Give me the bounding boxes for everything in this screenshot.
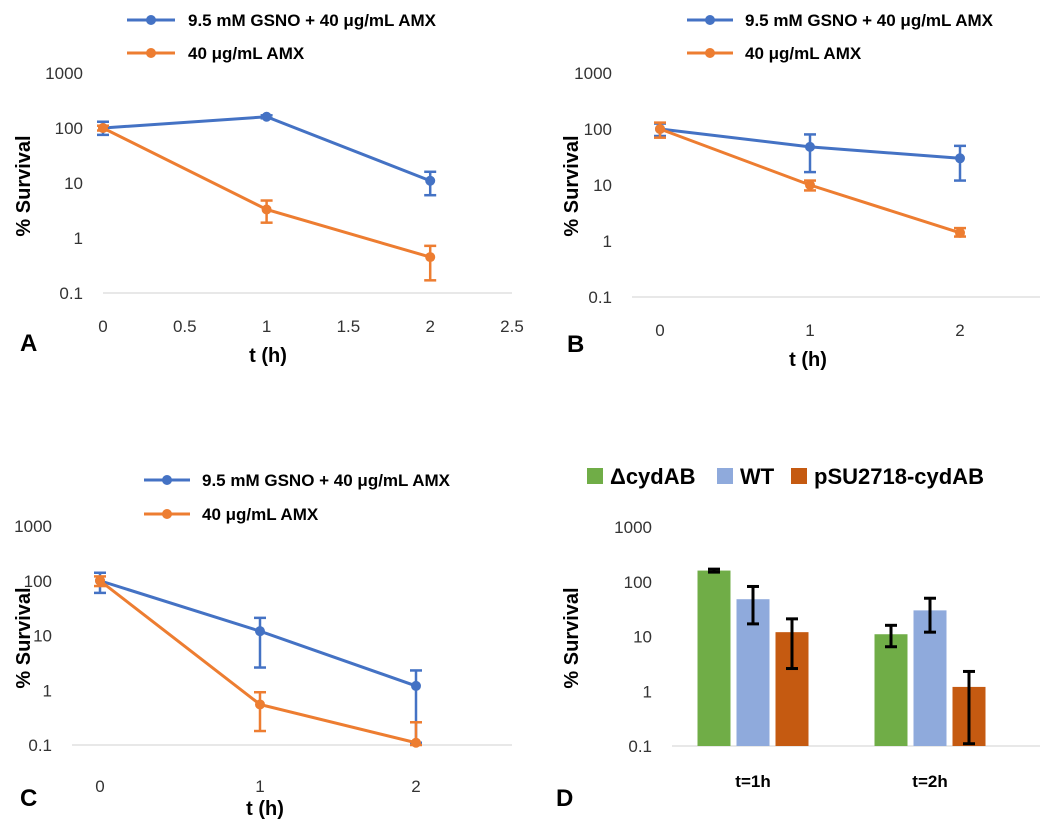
panel-label: B — [567, 331, 584, 358]
x-axis-title: t (h) — [789, 349, 827, 371]
legend-label: 40 μg/mL AMX — [188, 44, 305, 63]
x-tick-label: 2 — [955, 321, 964, 340]
chart-panel-d: 0.1 1 10 100 1000 % Survival Dt=1h t=2h ΔcydAB WT… — [556, 464, 1040, 812]
x-axis-title: t (h) — [246, 798, 284, 820]
series-0: 9.5 mM GSNO + 40 μg/mL AMX — [97, 11, 437, 197]
bar — [874, 634, 908, 746]
data-point — [425, 252, 436, 263]
x-tick-label: 2 — [411, 777, 420, 796]
series-1: WT — [717, 464, 947, 746]
data-point — [955, 153, 965, 164]
category-label: t=2h — [912, 772, 947, 791]
category-label: t=1h — [735, 772, 770, 791]
legend-label: 9.5 mM GSNO + 40 μg/mL AMX — [188, 11, 437, 30]
y-tick-label: 100 — [584, 120, 612, 139]
data-point — [805, 180, 815, 190]
chart-panel-c: 0.1 1 10 100 1000 % Survival C 0 1 2 t (h) 9.5 mM G… — [13, 471, 512, 820]
data-point — [95, 575, 105, 586]
x-tick-label: 0 — [655, 321, 664, 340]
legend-swatch — [587, 468, 603, 484]
y-axis-title: % Survival — [13, 587, 35, 688]
x-tick-label: 1 — [805, 321, 814, 340]
chart-panel-b: 0.1 1 10 100 1000 % Survival B 0 1 2 t (h) 9.5 mM G… — [561, 11, 1040, 371]
legend-label: 40 μg/mL AMX — [745, 44, 862, 63]
series-1: 40 μg/mL AMX — [97, 44, 437, 282]
data-point — [255, 699, 265, 710]
y-tick-label: 100 — [624, 573, 652, 592]
legend-swatch — [717, 468, 733, 484]
legend-marker — [162, 509, 172, 519]
series-line — [102, 115, 431, 183]
data-point — [411, 680, 421, 691]
legend-label: pSU2718-cydAB — [814, 464, 984, 489]
y-axis-title: % Survival — [561, 587, 583, 688]
x-tick-label: 2.5 — [500, 317, 524, 336]
y-axis-title: % Survival — [13, 135, 35, 236]
data-point — [98, 123, 108, 133]
data-point — [261, 204, 272, 215]
legend-marker — [705, 48, 715, 58]
x-tick-label: 0.5 — [173, 317, 197, 336]
y-tick-label: 10 — [33, 627, 52, 646]
legend-marker — [705, 15, 715, 25]
legend-label: 9.5 mM GSNO + 40 μg/mL AMX — [745, 11, 994, 30]
legend-marker — [162, 475, 172, 485]
y-tick-label: 1000 — [614, 518, 652, 537]
series-0: 9.5 mM GSNO + 40 μg/mL AMX — [654, 11, 994, 182]
series-0: 9.5 mM GSNO + 40 μg/mL AMX — [94, 471, 451, 744]
y-tick-label: 100 — [55, 119, 83, 138]
data-point — [411, 737, 421, 748]
data-point — [425, 175, 436, 186]
legend-marker — [146, 48, 156, 58]
panel-label: A — [20, 330, 37, 357]
series-line — [99, 579, 417, 745]
x-tick-label: 0 — [98, 317, 107, 336]
y-tick-label: 0.1 — [59, 284, 83, 303]
x-axis-title: t (h) — [249, 345, 287, 367]
panel-label: C — [20, 785, 37, 812]
y-tick-label: 1 — [603, 232, 612, 251]
legend-label: 40 μg/mL AMX — [202, 505, 319, 524]
y-tick-label: 10 — [633, 628, 652, 647]
bar — [697, 570, 731, 746]
series-0: ΔcydAB — [587, 464, 908, 746]
series-1: 40 μg/mL AMX — [654, 44, 966, 238]
y-tick-label: 1000 — [574, 64, 612, 83]
data-point — [655, 124, 665, 134]
x-tick-label: 2 — [425, 317, 434, 336]
y-tick-label: 1 — [43, 681, 52, 700]
legend-label: ΔcydAB — [610, 464, 696, 489]
series-1: 40 μg/mL AMX — [94, 505, 422, 748]
y-tick-label: 1000 — [14, 517, 52, 536]
data-point — [805, 141, 815, 152]
legend-label: WT — [740, 464, 775, 489]
series-2: pSU2718-cydAB — [775, 464, 986, 746]
data-point — [261, 111, 272, 122]
legend-marker — [146, 15, 156, 25]
panel-label: D — [556, 785, 573, 812]
legend-label: 9.5 mM GSNO + 40 μg/mL AMX — [202, 471, 451, 490]
y-tick-label: 0.1 — [628, 737, 652, 756]
y-tick-label: 10 — [64, 174, 83, 193]
y-tick-label: 1 — [643, 682, 652, 701]
series-line — [102, 126, 431, 259]
y-tick-label: 1000 — [45, 64, 83, 83]
data-point — [955, 227, 965, 238]
y-tick-label: 10 — [593, 176, 612, 195]
y-tick-label: 0.1 — [28, 736, 52, 755]
x-tick-label: 1 — [262, 317, 271, 336]
x-tick-label: 0 — [95, 777, 104, 796]
x-tick-label: 1.5 — [337, 317, 361, 336]
x-tick-label: 1 — [255, 777, 264, 796]
y-tick-label: 1 — [74, 229, 83, 248]
y-tick-label: 100 — [24, 572, 52, 591]
data-point — [255, 626, 265, 637]
y-tick-label: 0.1 — [588, 288, 612, 307]
y-axis-title: % Survival — [561, 135, 583, 236]
chart-panel-a: 0.1 1 10 100 1000 % Survival A 0 0.5 1 1.5 2 2.5 t (h… — [13, 11, 524, 367]
legend-swatch — [791, 468, 807, 484]
